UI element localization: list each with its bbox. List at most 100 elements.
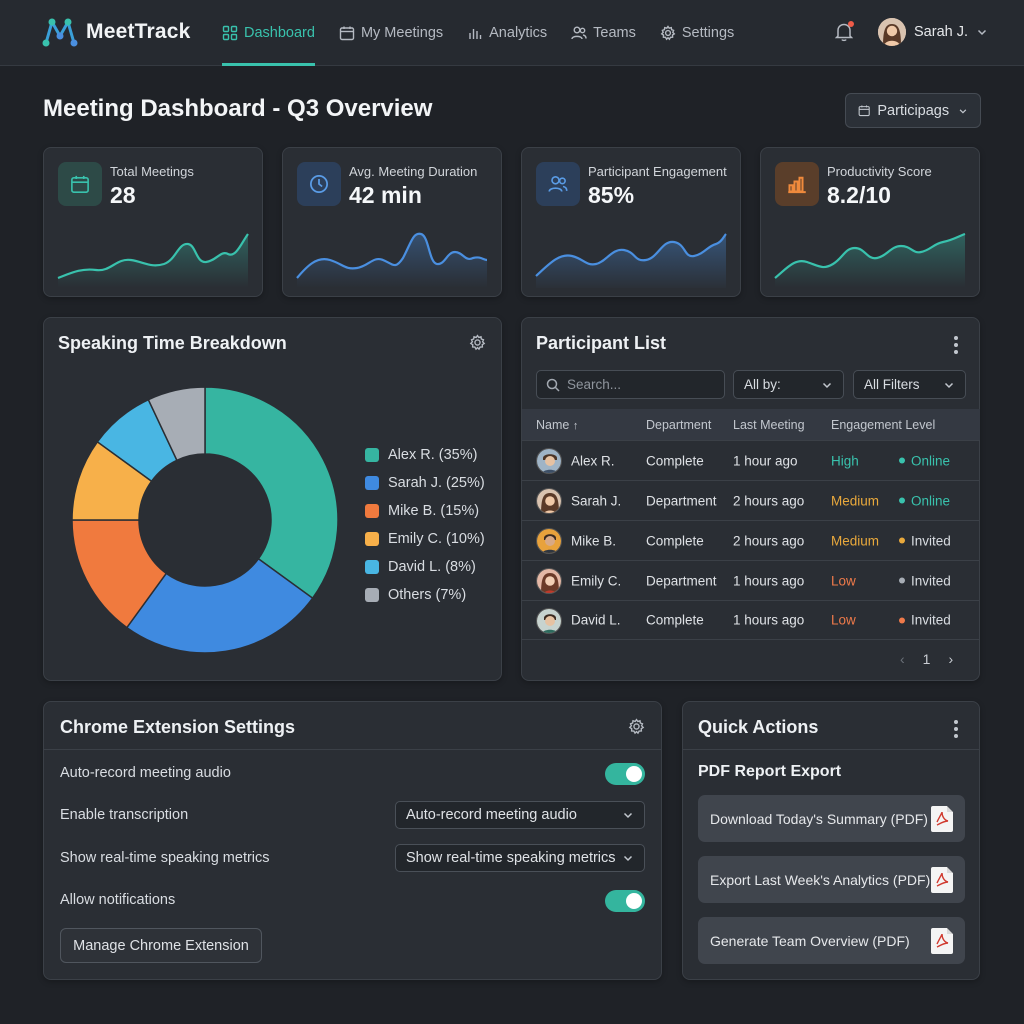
kpi-label: Total Meetings	[110, 164, 194, 179]
donut-slice-alex-r[interactable]	[204, 386, 339, 600]
legend-label: Sarah J. (25%)	[388, 475, 485, 491]
avatar	[536, 568, 562, 594]
transcription-select-value: Auto-record meeting audio	[406, 807, 577, 823]
auto-record-toggle[interactable]	[605, 763, 645, 785]
chevron-down-icon	[822, 382, 832, 388]
table-row[interactable]: Sarah J. Department 2 hours ago Medium O…	[522, 480, 980, 520]
notifications-button[interactable]	[834, 21, 854, 47]
next-page-button[interactable]: ›	[948, 651, 954, 667]
gear-icon[interactable]	[628, 718, 645, 735]
chevron-down-icon	[623, 812, 633, 819]
sort-arrow-icon: ↑	[572, 419, 579, 432]
gear-icon[interactable]	[469, 334, 486, 351]
chevron-down-icon	[959, 108, 967, 114]
chevron-down-icon	[977, 29, 987, 36]
app-logo[interactable]: MeetTrack	[42, 16, 191, 48]
export-last-weeks-analytics-button[interactable]: Export Last Week's Analytics (PDF)	[698, 856, 965, 903]
search-placeholder: Search...	[567, 377, 622, 392]
nav-dashboard[interactable]: Dashboard	[222, 0, 315, 66]
kpi-productivity: Productivity Score 8.2/10	[760, 147, 980, 297]
status-text: Online	[911, 493, 951, 508]
quick-actions-title: Quick Actions	[698, 717, 819, 737]
kpi-total-meetings: Total Meetings 28	[43, 147, 263, 297]
column-header-last-meeting[interactable]: Last Meeting	[733, 417, 805, 432]
nav-my-meetings-label: My Meetings	[360, 25, 444, 41]
bell-icon	[834, 23, 854, 42]
notifications-toggle[interactable]	[605, 890, 645, 912]
engagement-level: Medium	[831, 493, 880, 508]
all-filters-dropdown[interactable]: All Filters	[853, 370, 966, 399]
pdf-icon	[931, 927, 953, 954]
nav-dashboard-label: Dashboard	[244, 25, 315, 41]
donut-slice-others[interactable]	[147, 386, 206, 462]
legend-label: Others (7%)	[388, 587, 467, 603]
download-todays-summary-button[interactable]: Download Today's Summary (PDF)	[698, 795, 965, 842]
donut-slice-sarah-j[interactable]	[125, 557, 314, 654]
nav-analytics-label: Analytics	[489, 25, 548, 41]
sort-by-label: All by:	[744, 377, 781, 392]
participant-last-meeting: 2 hours ago	[733, 493, 805, 508]
participant-list-title: Participant List	[536, 333, 667, 353]
speaking-metrics-label: Show real-time speaking metrics	[60, 850, 270, 866]
logo-icon	[42, 18, 78, 47]
status-text: Online	[911, 453, 951, 468]
speaking-time-donut-chart	[71, 386, 339, 654]
sparkline	[774, 232, 966, 288]
participant-last-meeting: 1 hour ago	[733, 453, 798, 468]
table-row[interactable]: David L. Complete 1 hours ago Low Invite…	[522, 600, 980, 640]
more-options-icon[interactable]	[954, 336, 958, 357]
legend-item: Others (7%)	[365, 581, 485, 609]
notification-badge	[848, 21, 854, 27]
table-row[interactable]: Alex R. Complete 1 hour ago High Online	[522, 440, 980, 480]
chart-legend: Alex R. (35%) Sarah J. (25%) Mike B. (15…	[365, 441, 485, 609]
user-name: Sarah J.	[914, 24, 968, 40]
legend-label: Mike B. (15%)	[388, 503, 480, 519]
column-header-department[interactable]: Department	[646, 417, 712, 432]
nav-teams-label: Teams	[593, 25, 636, 41]
engagement-level: Low	[831, 612, 856, 628]
user-menu[interactable]: Sarah J.	[878, 18, 988, 46]
legend-item: Mike B. (15%)	[365, 497, 485, 525]
nav-analytics[interactable]: Analytics	[467, 0, 547, 66]
filter-label: Participags	[877, 102, 950, 119]
generate-team-overview-button[interactable]: Generate Team Overview (PDF)	[698, 917, 965, 964]
column-header-name[interactable]: Name ↑	[536, 418, 578, 432]
bar-chart-icon	[469, 29, 482, 39]
participant-name: David L.	[571, 612, 621, 628]
participant-department: Complete	[646, 612, 704, 628]
legend-swatch	[365, 560, 379, 574]
sort-by-dropdown[interactable]: All by:	[733, 370, 844, 399]
nav-teams[interactable]: Teams	[571, 0, 636, 66]
nav-my-meetings[interactable]: My Meetings	[339, 0, 443, 66]
all-filters-label: All Filters	[864, 377, 920, 392]
search-input[interactable]: Search...	[536, 370, 725, 399]
participants-filter-dropdown[interactable]: Participags	[845, 93, 981, 128]
status-badge: Invited	[899, 533, 951, 548]
avatar	[536, 488, 562, 514]
transcription-select[interactable]: Auto-record meeting audio	[395, 801, 645, 829]
engagement-level: Low	[831, 573, 856, 588]
legend-item: Emily C. (10%)	[365, 525, 485, 553]
legend-label: Emily C. (10%)	[388, 531, 485, 547]
table-header: Name ↑ Department Last Meeting Engagemen…	[522, 409, 980, 440]
page-number[interactable]: 1	[922, 651, 931, 667]
sparkline	[57, 233, 249, 288]
column-header-engagement[interactable]: Engagement Level	[831, 417, 936, 432]
auto-record-label: Auto-record meeting audio	[60, 765, 231, 781]
search-icon	[546, 378, 560, 392]
legend-swatch	[365, 476, 379, 490]
manage-chrome-extension-button[interactable]: Manage Chrome Extension	[60, 928, 262, 963]
kpi-label: Avg. Meeting Duration	[349, 164, 478, 179]
prev-page-button[interactable]: ‹	[900, 651, 905, 667]
legend-label: Alex R. (35%)	[388, 447, 478, 463]
chrome-settings-title: Chrome Extension Settings	[60, 717, 296, 737]
more-options-icon[interactable]	[954, 720, 958, 741]
nav-settings[interactable]: Settings	[660, 0, 734, 66]
speaking-metrics-select[interactable]: Show real-time speaking metrics	[395, 844, 645, 872]
kpi-value: 28	[110, 182, 136, 208]
avatar	[878, 18, 906, 46]
table-row[interactable]: Emily C. Department 1 hours ago Low Invi…	[522, 560, 980, 600]
participant-name: Alex R.	[571, 453, 615, 468]
participant-name: Sarah J.	[571, 493, 622, 508]
table-row[interactable]: Mike B. Complete 2 hours ago Medium Invi…	[522, 520, 980, 560]
